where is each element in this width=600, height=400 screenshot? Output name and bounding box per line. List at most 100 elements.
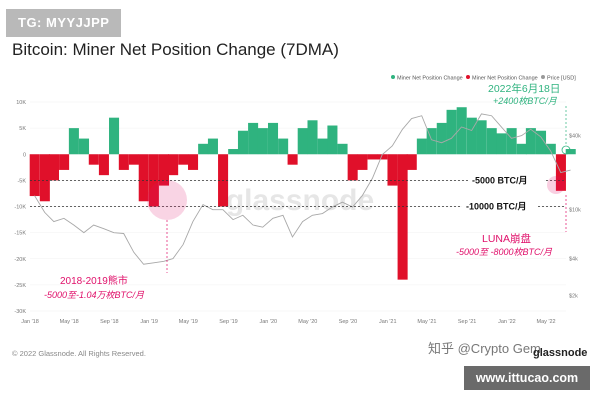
x-tick-label: May '19 bbox=[179, 319, 198, 325]
x-tick-label: Jan '18 bbox=[21, 319, 39, 325]
net-position-bar bbox=[506, 128, 517, 155]
annotations: 2022年6月18日+2400枚BTC/月 LUNA崩盘 -5000至 -8000枚… bbox=[44, 82, 571, 300]
net-position-bar bbox=[307, 120, 318, 155]
reference-lines: -5000 BTC/月 -10000 BTC/月 bbox=[30, 173, 566, 212]
net-position-bar bbox=[59, 154, 70, 170]
net-position-bar bbox=[138, 154, 149, 202]
legend-marker bbox=[391, 75, 395, 79]
net-position-bar bbox=[416, 138, 427, 155]
net-position-bar bbox=[29, 154, 40, 197]
y-left-tick-label: -25K bbox=[14, 283, 26, 289]
x-tick-label: Jan '20 bbox=[260, 319, 278, 325]
net-position-bar bbox=[109, 117, 120, 155]
legend-marker bbox=[541, 75, 545, 79]
net-position-bar bbox=[78, 138, 90, 155]
y-left-tick-label: -5K bbox=[17, 178, 26, 184]
annotation-sub: -5000至-1.04万枚BTC/月 bbox=[44, 290, 145, 300]
net-position-bar bbox=[545, 143, 556, 155]
annotation-sub: +2400枚BTC/月 bbox=[493, 96, 558, 106]
y-right-tick-label: $10k bbox=[569, 208, 581, 214]
net-position-bar bbox=[466, 117, 477, 155]
net-position-bar bbox=[188, 154, 199, 170]
x-ticks: Jan '18 May '18 Sep '18 Jan '19 May '19 Sep '… bbox=[21, 319, 555, 325]
chart-title: Bitcoin: Miner Net Position Change (7DMA… bbox=[12, 40, 339, 59]
tag-label: TG: MYYJJPP bbox=[6, 9, 122, 37]
reference-label: -5000 BTC/月 bbox=[472, 175, 528, 185]
x-tick-label: Sep '18 bbox=[100, 319, 118, 325]
site-banner: www.ittucao.com bbox=[464, 366, 590, 390]
net-position-bar bbox=[516, 143, 527, 155]
y-right-ticks: $40k $10k $4k $2k bbox=[569, 134, 581, 300]
net-position-bar bbox=[278, 138, 289, 155]
net-position-bar bbox=[148, 154, 159, 207]
x-tick-label: May '21 bbox=[417, 319, 436, 325]
reference-label-bg bbox=[462, 199, 538, 212]
net-position-bar bbox=[228, 149, 239, 155]
net-position-bar bbox=[327, 125, 338, 155]
net-position-bar bbox=[178, 154, 189, 165]
net-position-bar bbox=[367, 154, 378, 160]
net-position-bar bbox=[207, 138, 218, 155]
net-position-bar bbox=[317, 138, 328, 155]
chart-svg: Miner Net Position Change Miner Net Posit… bbox=[14, 75, 581, 325]
x-tick-label: Sep '19 bbox=[219, 319, 237, 325]
y-right-tick-label: $2k bbox=[569, 294, 578, 300]
y-left-tick-label: -15K bbox=[14, 231, 26, 237]
net-position-bar bbox=[357, 154, 368, 170]
y-right-tick-label: $40k bbox=[569, 134, 581, 140]
x-tick-label: Jan '19 bbox=[140, 319, 158, 325]
annotation-title: 2018-2019熊市 bbox=[60, 274, 128, 287]
brand-logo: glassnode bbox=[533, 347, 588, 359]
legend-label: Price [USD] bbox=[547, 76, 576, 82]
legend: Miner Net Position Change Miner Net Posit… bbox=[391, 75, 576, 82]
net-position-bar bbox=[387, 154, 398, 186]
y-left-tick-label: -10K bbox=[14, 205, 26, 211]
net-position-bar bbox=[337, 143, 348, 155]
net-position-bar bbox=[426, 128, 437, 155]
x-tick-label: Jan '22 bbox=[498, 319, 516, 325]
net-position-bar bbox=[287, 154, 298, 165]
annotation-marker bbox=[547, 176, 565, 194]
net-position-bar bbox=[118, 154, 129, 170]
net-position-bar bbox=[496, 133, 507, 155]
net-position-bar bbox=[128, 154, 139, 165]
y-left-tick-label: 0 bbox=[23, 152, 26, 158]
net-position-bar bbox=[347, 154, 358, 181]
reference-label-bg bbox=[468, 173, 544, 186]
reference-label: -10000 BTC/月 bbox=[466, 202, 527, 212]
y-left-tick-label: -20K bbox=[14, 257, 26, 263]
x-tick-label: Sep '21 bbox=[458, 319, 476, 325]
net-position-bar bbox=[486, 128, 497, 155]
net-position-bar bbox=[98, 154, 109, 176]
net-position-bar bbox=[446, 109, 457, 155]
net-position-bar bbox=[237, 130, 249, 155]
net-position-bar bbox=[406, 154, 417, 170]
watermark-zhihu: 知乎 @Crypto Gem bbox=[428, 341, 541, 356]
annotation-sub: -5000至 -8000枚BTC/月 bbox=[456, 247, 553, 257]
net-position-bar bbox=[257, 128, 268, 155]
legend-label: Miner Net Position Change bbox=[397, 76, 463, 82]
price-line bbox=[34, 113, 571, 265]
net-position-bar bbox=[525, 128, 536, 155]
net-position-bar bbox=[168, 154, 179, 176]
y-left-tick-label: -30K bbox=[14, 309, 26, 315]
net-position-bar bbox=[565, 149, 576, 155]
annotation-marker bbox=[147, 180, 187, 220]
net-position-bar bbox=[198, 143, 209, 155]
net-position-bar bbox=[39, 154, 50, 202]
price-polyline bbox=[34, 113, 571, 265]
net-position-bar bbox=[158, 154, 170, 186]
net-position-bar bbox=[397, 154, 408, 280]
annotation-marker bbox=[561, 145, 571, 155]
net-position-bar bbox=[456, 107, 467, 155]
x-tick-label: Jan '21 bbox=[379, 319, 397, 325]
net-position-bar bbox=[436, 122, 447, 155]
x-tick-label: May '18 bbox=[60, 319, 79, 325]
y-left-ticks: 10K 5K 0 -5K -10K -15K -20K -25K -30K bbox=[14, 100, 26, 315]
net-position-bar bbox=[476, 120, 487, 155]
net-position-bar bbox=[248, 122, 259, 155]
net-position-bar bbox=[267, 122, 279, 155]
net-position-bar bbox=[68, 128, 79, 155]
y-left-tick-label: 10K bbox=[16, 100, 26, 106]
annotation-title: LUNA崩盘 bbox=[482, 232, 532, 245]
